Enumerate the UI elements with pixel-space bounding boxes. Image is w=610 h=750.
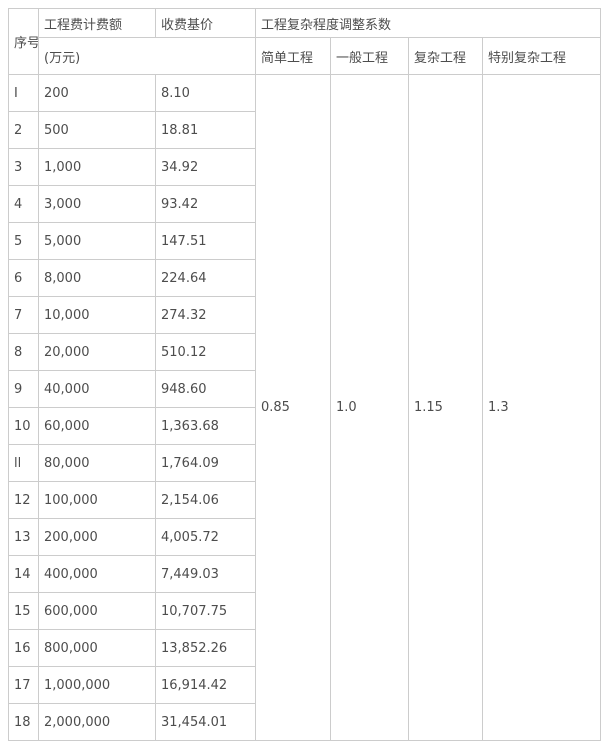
serial-cell: 9: [8, 370, 39, 408]
coefficient-cell: 1.3: [481, 74, 602, 741]
base-price-cell: 4,005.72: [155, 518, 256, 556]
fee-amount-cell: 600,000: [38, 592, 156, 630]
header-fee-amount: 工程费计费额: [38, 8, 156, 38]
serial-cell: 5: [8, 222, 39, 260]
serial-cell: 3: [8, 148, 39, 186]
header-row-2: (万元) 简单工程 一般工程 复杂工程 特别复杂工程: [9, 37, 602, 75]
table-row: 5 5,000 147.51: [8, 222, 601, 260]
serial-cell: 12: [8, 481, 39, 519]
coefficient-cell: 1.15: [408, 74, 483, 741]
fee-schedule-table: 序号 工程费计费额 收费基价 工程复杂程度调整系数 (万元) 简单工程 一般工程…: [8, 8, 602, 741]
base-price-cell: 2,154.06: [155, 481, 256, 519]
table-row: I 200 8.10 0.85 1.0 1.15 1.3: [8, 74, 602, 741]
header-complexity-simple: 简单工程: [255, 37, 331, 75]
fee-amount-cell: 400,000: [38, 555, 156, 593]
header-complexity-general: 一般工程: [330, 37, 409, 75]
fee-amount-cell: 200,000: [38, 518, 156, 556]
fee-amount-cell: 1,000,000: [38, 666, 156, 704]
fee-amount-cell: 60,000: [38, 407, 156, 445]
table-row: 8 20,000 510.12: [8, 333, 601, 371]
serial-cell: 16: [8, 629, 39, 667]
table-row: 3 1,000 34.92: [8, 148, 601, 186]
fee-amount-cell: 20,000: [38, 333, 156, 371]
serial-cell: 15: [8, 592, 39, 630]
table-header: 序号 工程费计费额 收费基价 工程复杂程度调整系数 (万元) 简单工程 一般工程…: [8, 8, 602, 75]
fee-amount-cell: 8,000: [38, 259, 156, 297]
base-price-cell: 1,764.09: [155, 444, 256, 482]
table-row: 15 600,000 10,707.75: [8, 592, 601, 630]
base-price-cell: 18.81: [155, 111, 256, 149]
coefficient-cell: 1.0: [330, 74, 409, 741]
fee-amount-cell: 800,000: [38, 629, 156, 667]
serial-cell: 10: [8, 407, 39, 445]
header-complexity-group: 工程复杂程度调整系数: [254, 8, 602, 38]
table-row: 7 10,000 274.32: [8, 296, 601, 334]
table-row: 2 500 18.81: [8, 111, 601, 149]
fee-amount-cell: 10,000: [38, 296, 156, 334]
serial-cell: 6: [8, 259, 39, 297]
base-price-cell: 13,852.26: [155, 629, 256, 667]
serial-cell: 8: [8, 333, 39, 371]
base-price-cell: 34.92: [155, 148, 256, 186]
table-row: 14 400,000 7,449.03: [8, 555, 601, 593]
serial-cell: 4: [8, 185, 39, 223]
fee-amount-cell: 40,000: [38, 370, 156, 408]
header-complexity-special: 特别复杂工程: [481, 37, 602, 75]
serial-cell: 7: [8, 296, 39, 334]
table-row: 17 1,000,000 16,914.42: [8, 666, 601, 704]
base-price-cell: 10,707.75: [155, 592, 256, 630]
table-row: ll 80,000 1,764.09: [8, 444, 601, 482]
fee-amount-cell: 2,000,000: [38, 703, 156, 741]
header-serial: 序号: [8, 8, 39, 75]
header-base-price: 收费基价: [155, 8, 256, 38]
table-row: 4 3,000 93.42: [8, 185, 601, 223]
base-price-cell: 7,449.03: [155, 555, 256, 593]
serial-cell: 2: [8, 111, 39, 149]
base-price-cell: 16,914.42: [155, 666, 256, 704]
table-row: 18 2,000,000 31,454.01: [8, 703, 601, 741]
table-row: 16 800,000 13,852.26: [8, 629, 601, 667]
header-fee-amount-unit: (万元): [38, 37, 256, 75]
base-price-cell: 948.60: [155, 370, 256, 408]
base-price-cell: 274.32: [155, 296, 256, 334]
fee-amount-cell: 500: [38, 111, 156, 149]
base-price-cell: 224.64: [155, 259, 256, 297]
fee-amount-cell: 80,000: [38, 444, 156, 482]
base-price-cell: 31,454.01: [155, 703, 256, 741]
serial-cell: 17: [8, 666, 39, 704]
fee-amount-cell: 100,000: [38, 481, 156, 519]
base-price-cell: 147.51: [155, 222, 256, 260]
base-price-cell: 8.10: [155, 74, 256, 112]
serial-cell: 18: [8, 703, 39, 741]
serial-cell: 13: [8, 518, 39, 556]
base-price-cell: 510.12: [155, 333, 256, 371]
header-row-1: 序号 工程费计费额 收费基价 工程复杂程度调整系数: [8, 8, 602, 75]
fee-amount-cell: 5,000: [38, 222, 156, 260]
coefficient-cell: 0.85: [255, 74, 331, 741]
serial-cell: 14: [8, 555, 39, 593]
fee-amount-cell: 1,000: [38, 148, 156, 186]
serial-cell: ll: [8, 444, 39, 482]
base-price-cell: 93.42: [155, 185, 256, 223]
table-row: 13 200,000 4,005.72: [8, 518, 601, 556]
table-row: 9 40,000 948.60: [8, 370, 601, 408]
table-body: I 200 8.10 0.85 1.0 1.15 1.3 2 500 18.81 3 1,000 34.…: [8, 74, 602, 741]
fee-amount-cell: 3,000: [38, 185, 156, 223]
table-row: 10 60,000 1,363.68: [8, 407, 601, 445]
serial-cell: I: [8, 74, 39, 112]
header-complexity-complex: 复杂工程: [408, 37, 483, 75]
base-price-cell: 1,363.68: [155, 407, 256, 445]
fee-amount-cell: 200: [38, 74, 156, 112]
